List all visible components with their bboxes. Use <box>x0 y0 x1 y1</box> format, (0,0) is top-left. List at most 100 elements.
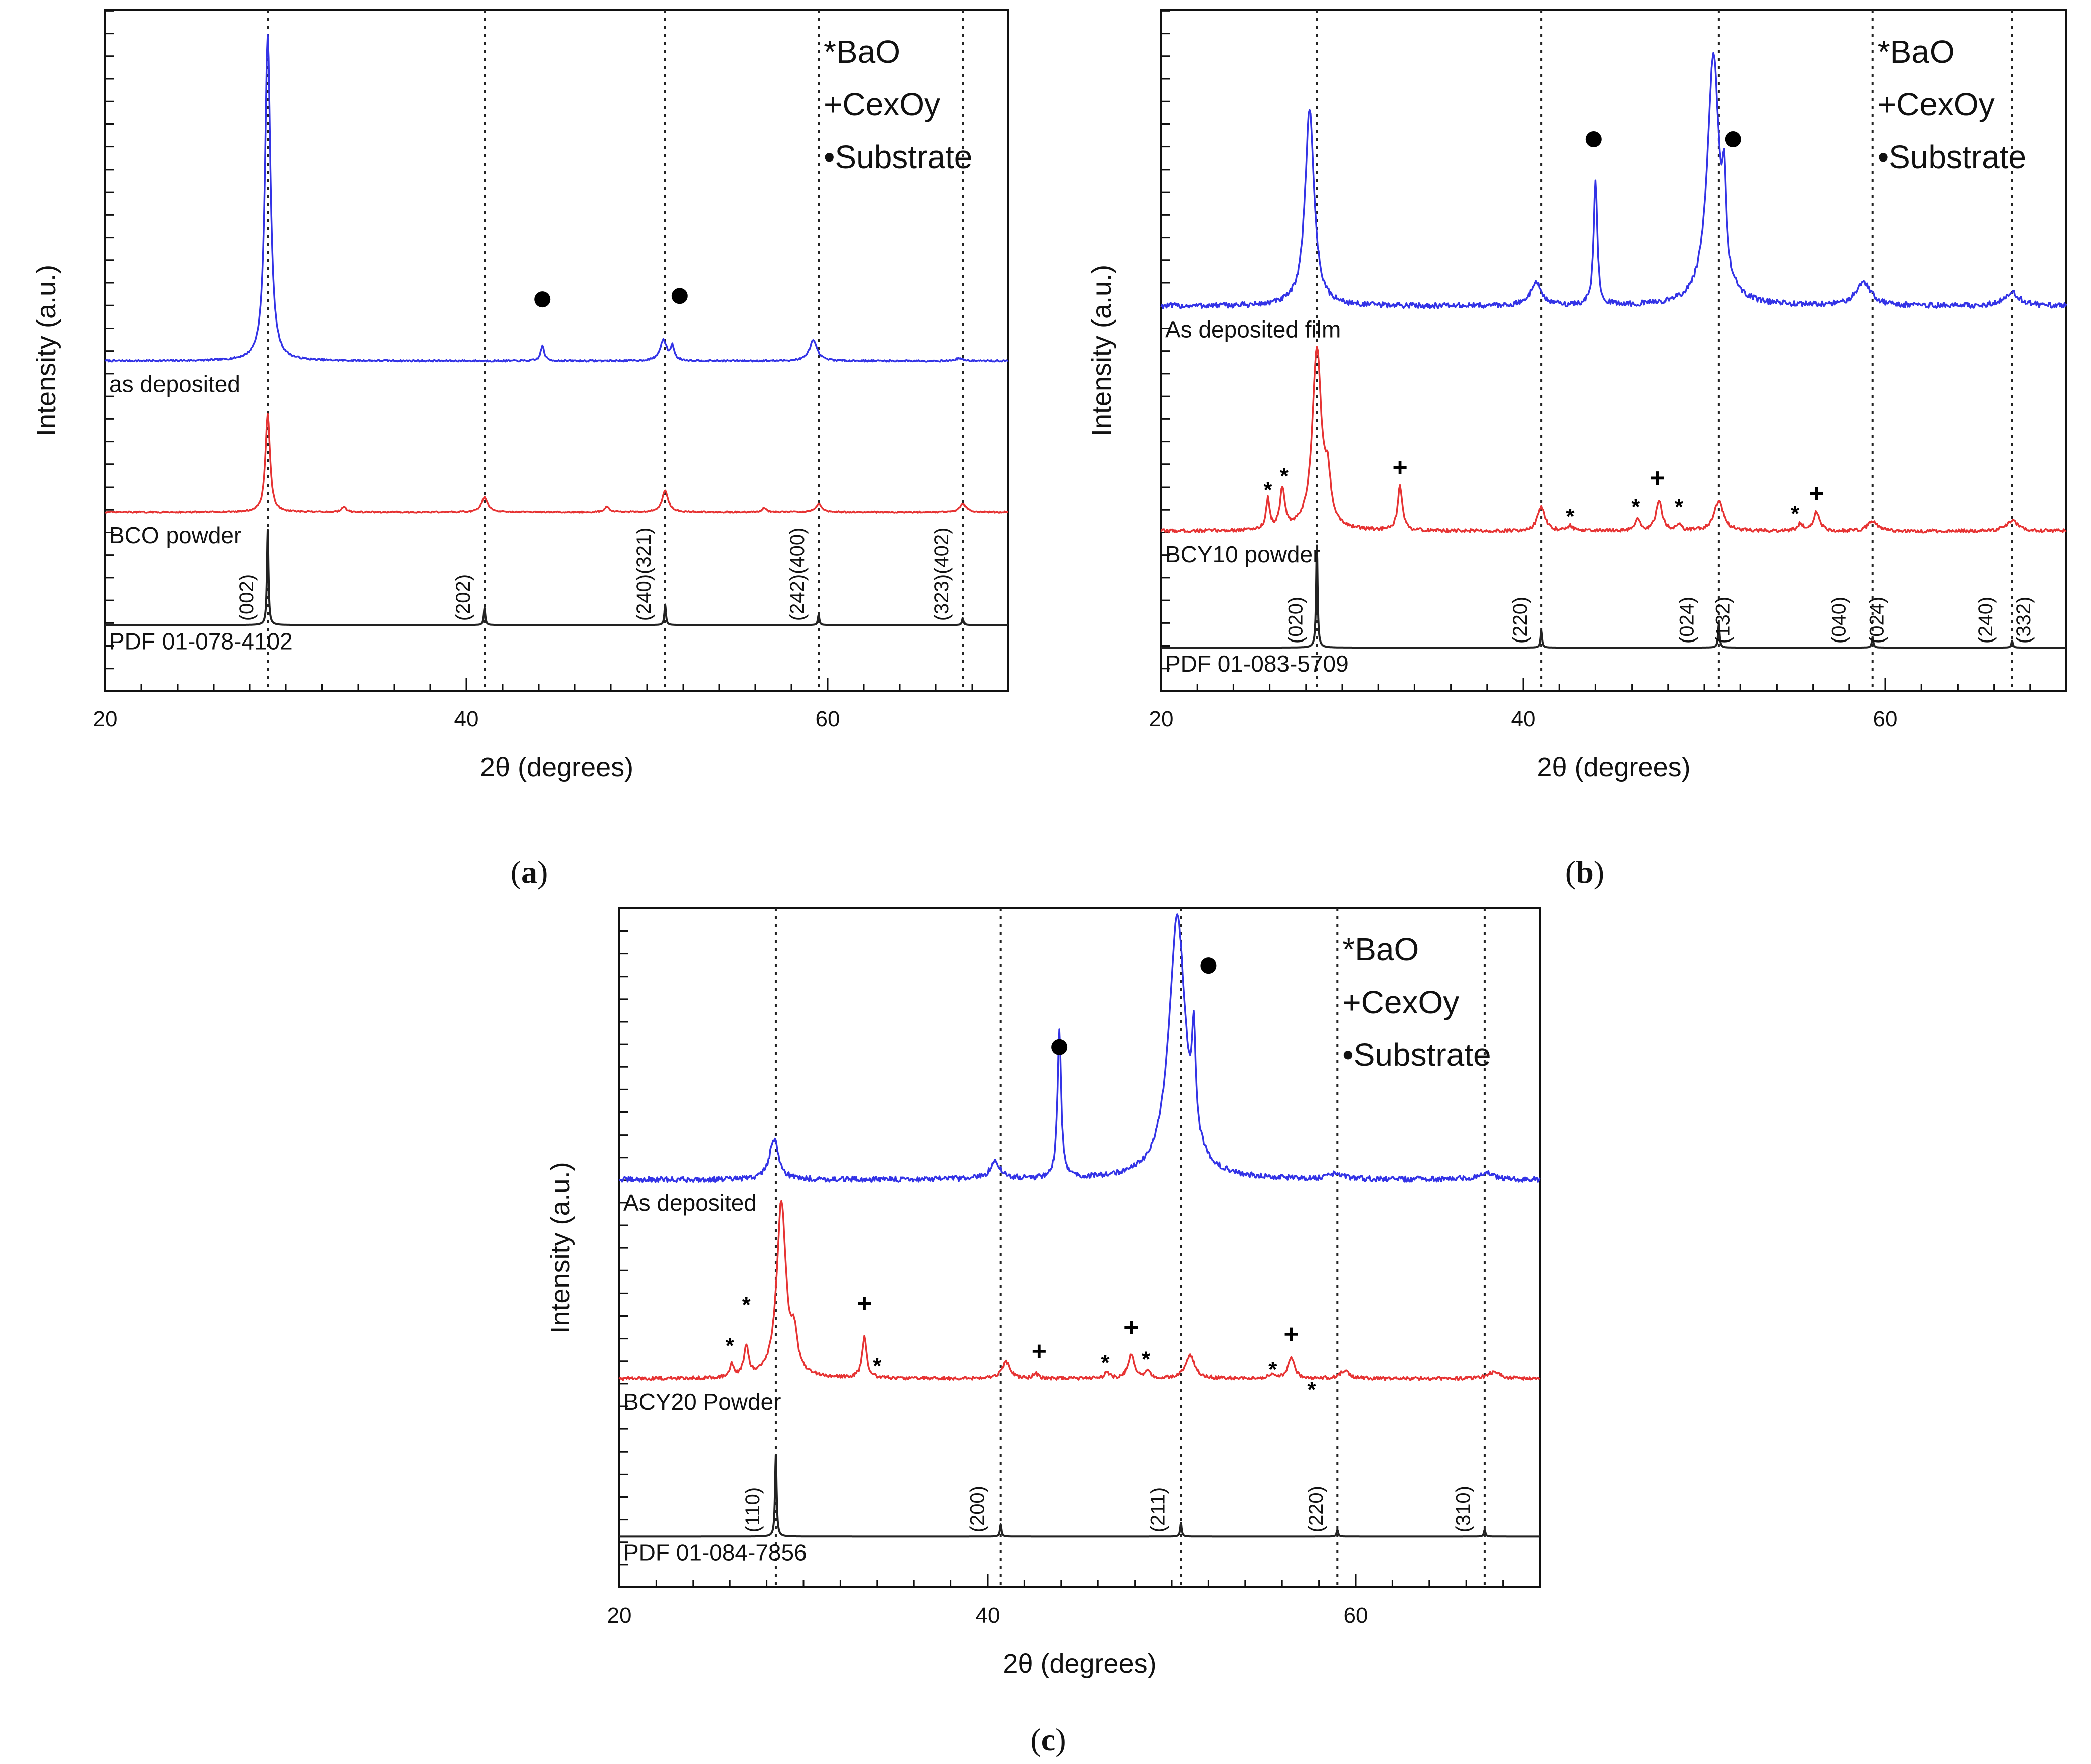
panel-b: 20 40 60 2θ (degrees) Intensity (a.u.) As dep… <box>1087 9 2067 890</box>
series-label-deposited: As deposited film <box>1165 316 1341 343</box>
series-pdf-01-084-7856 <box>618 1454 1541 1538</box>
x-tick-label: 40 <box>1511 707 1536 731</box>
miller-indices: (002) (202) (240)(321) (242)(400) (323)(402) <box>236 528 953 621</box>
ceo-marker: + <box>1650 464 1665 493</box>
series-label-powder: BCO powder <box>109 522 241 548</box>
ceo-marker: + <box>857 1289 872 1318</box>
x-tick-label: 20 <box>607 1603 632 1628</box>
bao-marker: * <box>1566 504 1575 529</box>
y-axis-label: Intensity (a.u.) <box>1087 265 1117 436</box>
miller-index: (024) <box>1676 597 1698 644</box>
legend: *BaO +CexOy •Substrate <box>1342 931 1491 1073</box>
ceo-marker: + <box>1032 1337 1047 1366</box>
ceo-marker: + <box>1809 478 1824 508</box>
miller-index: (242)(400) <box>786 528 809 621</box>
miller-index: (110) <box>742 1487 764 1532</box>
miller-index: (310) <box>1453 1486 1475 1532</box>
series-label-powder: BCY20 Powder <box>623 1389 781 1415</box>
bao-marker: * <box>742 1293 751 1317</box>
substrate-marker <box>1585 131 1602 148</box>
miller-index: (002) <box>236 574 258 621</box>
bao-marker: * <box>1307 1378 1316 1402</box>
miller-index: (220) <box>1305 1486 1327 1532</box>
miller-index: (020) <box>1285 597 1307 644</box>
legend-item-ceo: +CexOy <box>824 86 940 122</box>
x-tick-label: 60 <box>1873 707 1898 731</box>
series-bcy20-powder <box>618 1200 1541 1381</box>
miller-index: (332) <box>2013 597 2035 644</box>
series-label-deposited: As deposited <box>623 1190 757 1216</box>
x-tick-label: 40 <box>976 1603 1000 1628</box>
series-label-pdf: PDF 01-083-5709 <box>1165 651 1349 677</box>
y-axis-ticks <box>105 10 114 692</box>
series-bcy10-powder <box>1160 346 2067 534</box>
bao-marker: * <box>1675 495 1684 519</box>
miller-index: (240)(321) <box>633 528 655 621</box>
miller-index: (323)(402) <box>931 528 953 621</box>
x-axis-ticks <box>1160 678 2067 691</box>
x-axis-ticks <box>618 1574 1541 1587</box>
series-pdf-01-078-4102 <box>104 529 1009 626</box>
substrate-marker <box>1200 957 1217 974</box>
panel-c: 20 40 60 2θ (degrees) Intensity (a.u.) As dep… <box>545 907 1541 1757</box>
series-as-deposited <box>104 34 1009 363</box>
miller-index: (211) <box>1147 1487 1169 1532</box>
y-axis-label: Intensity (a.u.) <box>31 265 61 436</box>
x-tick-label: 20 <box>1149 707 1174 731</box>
reference-lines <box>267 10 964 691</box>
series-as-deposited <box>618 913 1541 1183</box>
substrate-marker <box>1051 1039 1068 1055</box>
y-axis-ticks <box>619 907 628 1588</box>
miller-index: (200) <box>967 1486 989 1532</box>
panel-caption: (c) <box>1030 1722 1066 1757</box>
miller-indices: (020) (220) (024) (132) (040) (024) (240) (332) <box>1285 597 2035 644</box>
bao-marker: * <box>873 1354 882 1378</box>
series-label-deposited: as deposited <box>109 371 240 397</box>
legend: *BaO +CexOy •Substrate <box>1878 34 2026 175</box>
series-pdf-01-083-5709 <box>1160 544 2067 649</box>
bao-marker: * <box>1268 1357 1277 1382</box>
miller-index: (220) <box>1509 597 1531 644</box>
x-axis-label: 2θ (degrees) <box>1003 1649 1156 1679</box>
series-label-pdf: PDF 01-084-7856 <box>623 1539 807 1565</box>
miller-index: (024) <box>1866 597 1888 644</box>
panel-caption: (b) <box>1565 854 1604 890</box>
ceo-marker: + <box>1123 1313 1139 1342</box>
substrate-marker <box>1725 131 1741 148</box>
peak-annotations <box>534 288 688 308</box>
bao-marker: * <box>1791 502 1800 526</box>
bao-marker: * <box>1263 477 1272 502</box>
legend: *BaO +CexOy •Substrate <box>824 34 972 175</box>
bao-marker: * <box>1142 1347 1151 1372</box>
x-tick-label: 20 <box>93 707 118 731</box>
x-axis-ticks <box>104 678 1009 691</box>
y-axis-label: Intensity (a.u.) <box>545 1162 575 1333</box>
panel-a: 20 40 60 2θ (degrees) Intensity (a.u.) as dep… <box>31 9 1009 890</box>
x-tick-label: 60 <box>816 707 840 731</box>
ceo-marker: + <box>1283 1320 1299 1349</box>
x-tick-label: 40 <box>454 707 479 731</box>
legend-item-bao: *BaO <box>1342 931 1419 968</box>
legend-item-substrate: •Substrate <box>1878 139 2026 175</box>
peak-annotations: * * + * * + * * + <box>1263 131 1824 529</box>
y-axis-ticks <box>1161 10 1170 692</box>
legend-item-ceo: +CexOy <box>1342 984 1459 1020</box>
peak-annotations: ** +*+ *+* *+* <box>726 957 1316 1402</box>
x-axis-label: 2θ (degrees) <box>1537 752 1690 782</box>
legend-item-bao: *BaO <box>824 34 900 70</box>
x-tick-label: 60 <box>1344 1603 1368 1628</box>
ceo-marker: + <box>1392 453 1407 483</box>
miller-index: (202) <box>452 574 474 621</box>
bao-marker: * <box>1631 495 1640 519</box>
miller-index: (240) <box>1975 597 1997 644</box>
reference-lines <box>774 908 1486 1587</box>
x-axis-label: 2θ (degrees) <box>480 752 633 782</box>
series-label-powder: BCY10 powder <box>1165 541 1320 567</box>
legend-item-substrate: •Substrate <box>824 139 972 175</box>
bao-marker: * <box>726 1334 735 1358</box>
miller-indices: (110) (200) (211) (220) (310) <box>742 1486 1475 1532</box>
legend-item-substrate: •Substrate <box>1342 1037 1491 1073</box>
substrate-marker <box>671 288 688 304</box>
panel-caption: (a) <box>511 854 548 890</box>
